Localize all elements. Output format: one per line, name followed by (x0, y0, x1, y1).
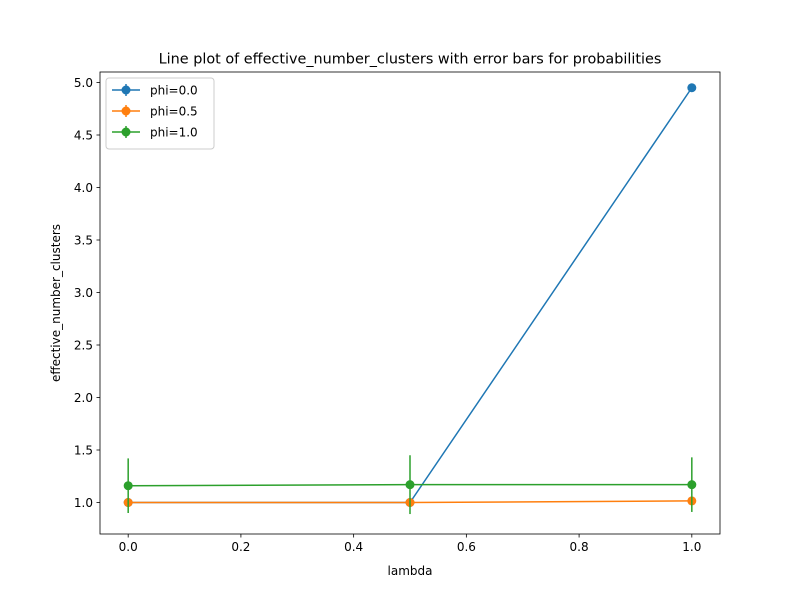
chart-title: Line plot of effective_number_clusters w… (159, 52, 662, 68)
y-tick-label: 4.5 (74, 128, 93, 142)
legend-item: phi=1.0 (112, 125, 198, 139)
x-tick-label: 0.2 (231, 540, 250, 554)
legend: phi=0.0 phi=0.5 phi=1.0 (105, 77, 215, 150)
legend-item: phi=0.5 (112, 104, 198, 118)
legend-label: phi=0.0 (150, 83, 198, 97)
series-phi=1.0 (123, 455, 697, 515)
x-axis-label: lambda (388, 564, 433, 578)
legend-marker (121, 127, 131, 137)
legend-item: phi=0.0 (112, 83, 198, 97)
y-tick-label: 4.0 (74, 181, 93, 195)
y-axis-label: effective_number_clusters (49, 224, 63, 382)
y-tick-label: 3.0 (74, 286, 93, 300)
data-point (687, 83, 697, 93)
legend-label: phi=1.0 (150, 125, 198, 139)
series-layer (123, 83, 697, 515)
data-point (405, 480, 415, 490)
x-axis: 0.0 0.2 0.4 0.6 0.8 1.0 (119, 534, 701, 554)
series-line (128, 87, 693, 504)
legend-marker (121, 85, 131, 95)
x-tick-label: 1.0 (682, 540, 701, 554)
y-axis: 1.0 1.5 2.0 2.5 3.0 3.5 4.0 4.5 5.0 (74, 76, 100, 510)
x-tick-label: 0.4 (344, 540, 363, 554)
legend-marker (121, 106, 131, 116)
y-tick-label: 1.0 (74, 496, 93, 510)
legend-label: phi=0.5 (150, 104, 198, 118)
x-tick-label: 0.0 (119, 540, 138, 554)
y-tick-label: 3.5 (74, 233, 93, 247)
x-tick-label: 0.6 (457, 540, 476, 554)
y-tick-label: 1.5 (74, 443, 93, 457)
x-tick-label: 0.8 (570, 540, 589, 554)
plot-frame (99, 71, 721, 535)
data-point (687, 480, 697, 490)
y-tick-label: 2.5 (74, 338, 93, 352)
data-point (123, 481, 133, 491)
y-tick-label: 2.0 (74, 391, 93, 405)
y-tick-label: 5.0 (74, 76, 93, 90)
